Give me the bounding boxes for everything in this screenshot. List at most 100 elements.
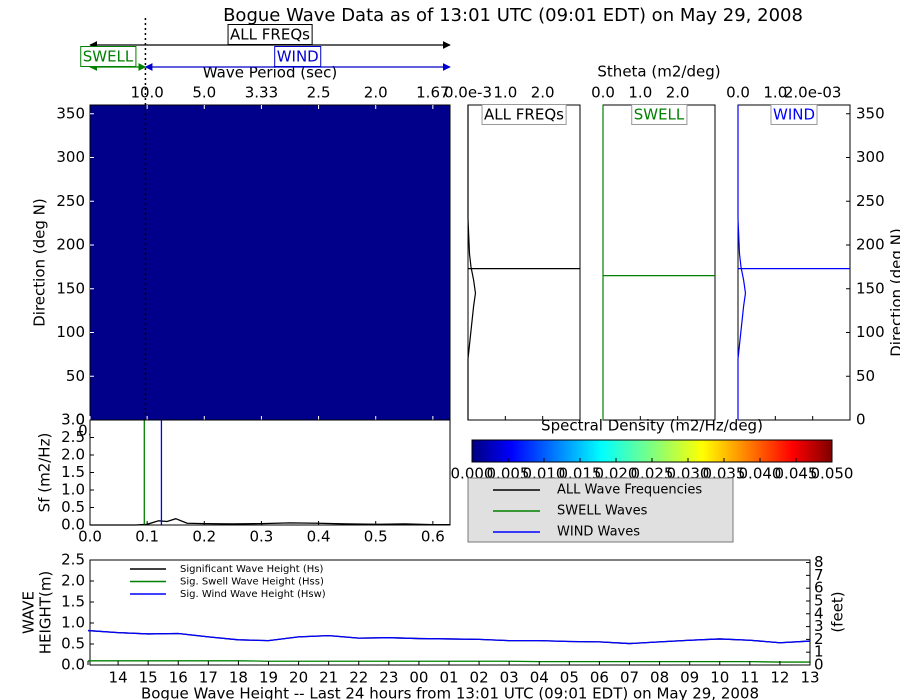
x-tick-label: 1.0 xyxy=(763,84,787,102)
label-box xyxy=(481,104,567,125)
y-axis-label: Direction (deg N) xyxy=(888,228,900,357)
x-tick-label: 09 xyxy=(680,669,699,687)
panel-title: ALL FREQs xyxy=(484,106,564,124)
y2-tick-label: 4 xyxy=(814,604,824,622)
x2-tick-label: 2.5 xyxy=(307,84,331,102)
x-tick-label: 2.0e-03 xyxy=(784,84,842,102)
y-tick-label: 300 xyxy=(856,148,885,166)
y-tick-label: 100 xyxy=(56,323,85,341)
y-tick-label: 300 xyxy=(56,148,85,166)
y-tick-label: 150 xyxy=(56,279,85,297)
x-tick-label: 0.4 xyxy=(307,528,331,546)
axes-frame xyxy=(737,104,851,421)
x-tick-label: 18 xyxy=(229,669,248,687)
x-tick-label: 11 xyxy=(740,669,759,687)
label-box xyxy=(227,24,313,45)
x-tick-label: 0.1 xyxy=(135,528,159,546)
axes-frame xyxy=(602,104,716,421)
x-axis-label: Bogue Wave Height -- Last 24 hours from … xyxy=(141,685,759,700)
y-tick-label: 350 xyxy=(56,104,85,122)
series-line xyxy=(87,629,811,645)
legend-label: Sig. Wind Wave Height (Hsw) xyxy=(180,589,326,600)
x-tick-label: 2.0 xyxy=(666,84,690,102)
x-tick-label: 23 xyxy=(379,669,398,687)
y2-tick-label: 7 xyxy=(814,566,824,584)
x-tick-label: 0.5 xyxy=(364,528,388,546)
x-tick-label: 0.3 xyxy=(249,528,273,546)
x-axis-label: Stheta (m2/deg) xyxy=(597,63,720,81)
colorbar-tick-label: 0.050 xyxy=(811,465,854,483)
legend-label: Significant Wave Height (Hs) xyxy=(180,564,323,575)
x-tick-label: 04 xyxy=(530,669,549,687)
y2-tick-label: 8 xyxy=(814,553,824,571)
label-box xyxy=(631,104,688,125)
band-label: WIND xyxy=(277,48,319,66)
label-box xyxy=(274,46,322,67)
y-axis-label: HEIGHT(m) xyxy=(37,571,55,655)
x-tick-label: 0.6 xyxy=(421,528,445,546)
x-tick-label: 14 xyxy=(109,669,128,687)
x-tick-label: 2.0 xyxy=(531,84,555,102)
y-tick-label: 2.5 xyxy=(61,428,85,446)
y2-tick-label: 5 xyxy=(814,591,824,609)
x-tick-label: 1.0 xyxy=(493,84,517,102)
y-tick-label: 0.0 xyxy=(61,516,85,534)
legend-label: Sig. Swell Wave Height (Hss) xyxy=(180,577,324,588)
spectrum-field xyxy=(90,105,450,420)
x-tick-label: 13 xyxy=(800,669,819,687)
x-tick-label: 02 xyxy=(470,669,489,687)
figure-title: Bogue Wave Data as of 13:01 UTC (09:01 E… xyxy=(223,5,803,26)
legend-label: SWELL Waves xyxy=(557,504,648,519)
x2-tick-label: 2.0 xyxy=(364,84,388,102)
x-tick-label: 06 xyxy=(590,669,609,687)
axes-frame xyxy=(467,104,581,421)
colorbar-title: Spectral Density (m2/Hz/deg) xyxy=(541,417,763,435)
y-tick-label: 2.0 xyxy=(61,446,85,464)
y-tick-label: 0.0 xyxy=(61,656,85,674)
x-tick-label: 19 xyxy=(259,669,278,687)
y2-axis-label: (feet) xyxy=(829,591,847,632)
y-tick-label: 1.5 xyxy=(61,463,85,481)
x-tick-label: 16 xyxy=(169,669,188,687)
x-tick-label: 05 xyxy=(560,669,579,687)
label-box xyxy=(80,46,137,67)
x-tick-label: 10 xyxy=(710,669,729,687)
y-tick-label: 2.0 xyxy=(61,572,85,590)
y-tick-label: 0 xyxy=(75,411,85,429)
x-tick-label: 0.2 xyxy=(192,528,216,546)
y2-tick-label: 6 xyxy=(814,579,824,597)
x-tick-label: 17 xyxy=(199,669,218,687)
y-tick-label: 200 xyxy=(56,236,85,254)
band-label: ALL FREQs xyxy=(230,26,310,44)
y-tick-label: 150 xyxy=(856,279,885,297)
x-tick-label: 0.0e-3 xyxy=(444,84,492,102)
x-tick-label: 12 xyxy=(770,669,789,687)
x-tick-label: 0.0 xyxy=(591,84,615,102)
y2-tick-label: 1 xyxy=(814,643,824,661)
x-tick-label: 0.0 xyxy=(78,528,102,546)
x-tick-label: 03 xyxy=(500,669,519,687)
y-tick-label: 50 xyxy=(66,367,85,385)
x-tick-label: 0.0 xyxy=(726,84,750,102)
x-tick-label: 20 xyxy=(289,669,308,687)
series-line xyxy=(87,629,811,645)
y2-tick-label: 0 xyxy=(814,656,824,674)
x-tick-label: 1.0 xyxy=(628,84,652,102)
y-tick-label: 200 xyxy=(856,236,885,254)
y-tick-label: 1.0 xyxy=(61,614,85,632)
y2-tick-label: 2 xyxy=(814,630,824,648)
y-tick-label: 2.5 xyxy=(61,551,85,569)
axes-bg xyxy=(90,420,450,525)
y-axis-label: Direction (deg N) xyxy=(31,198,49,327)
legend-label: WIND Waves xyxy=(557,525,640,540)
axes-frame xyxy=(89,559,811,666)
x-tick-label: 07 xyxy=(620,669,639,687)
profile-line xyxy=(737,105,747,420)
panel-title: WIND xyxy=(773,106,815,124)
y-tick-label: 0.5 xyxy=(61,498,85,516)
y-tick-label: 3.0 xyxy=(61,411,85,429)
x-tick-label: 00 xyxy=(409,669,428,687)
y-tick-label: 100 xyxy=(856,323,885,341)
